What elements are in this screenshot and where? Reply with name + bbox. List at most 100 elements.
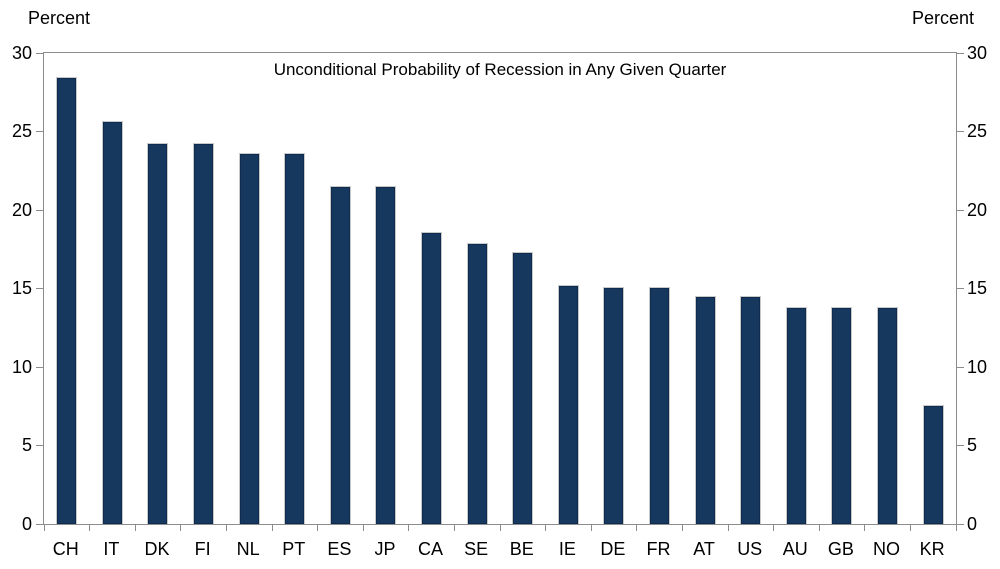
bar-slot-nl <box>226 53 272 524</box>
right-tick-mark-30 <box>957 52 964 54</box>
bar-slot-fr <box>637 53 683 524</box>
right-tick-mark-15 <box>957 288 964 289</box>
y-tick-left-25: 25 <box>11 121 32 141</box>
x-axis-label-de: DE <box>600 539 626 559</box>
y-tick-left-30: 30 <box>11 42 32 63</box>
bar-slot-fi <box>181 53 227 524</box>
bar-at <box>694 296 716 524</box>
plot-area: Unconditional Probability of Recession i… <box>43 52 957 525</box>
bar-slot-ch <box>44 53 90 524</box>
bar-se <box>466 242 488 524</box>
bar-kr <box>922 404 944 524</box>
x-axis-label-be: BE <box>509 539 534 559</box>
y-tick-right-5: 5 <box>967 435 978 455</box>
bar-slot-pt <box>272 53 318 524</box>
x-axis-tick-mark <box>317 525 319 531</box>
x-axis-tick-mark <box>636 525 638 531</box>
x-axis-tick-mark <box>453 525 455 531</box>
x-axis-label-au: AU <box>782 539 808 559</box>
x-axis-tick-mark <box>818 525 820 531</box>
x-axis-label-kr: KR <box>919 539 945 559</box>
y-tick-right-15: 15 <box>967 278 988 298</box>
bar-slot-au <box>774 53 820 524</box>
bar-slot-jp <box>363 53 409 524</box>
right-tick-mark-0 <box>957 523 964 525</box>
right-tick-mark-5 <box>957 445 964 446</box>
x-axis-label-nl: NL <box>236 539 260 559</box>
x-axis-tick-mark <box>89 525 91 531</box>
bar-nl <box>238 153 260 524</box>
x-axis-tick-mark <box>225 525 227 531</box>
x-axis-label-it: IT <box>103 539 120 559</box>
bar-ie <box>557 285 579 524</box>
bar-slot-no <box>865 53 911 524</box>
x-axis-tick-mark <box>590 525 592 531</box>
x-axis-label-fr: FR <box>646 539 671 559</box>
bar-slot-us <box>728 53 774 524</box>
left-tick-mark-20 <box>36 209 43 211</box>
y-tick-right-30: 30 <box>967 42 988 63</box>
left-tick-mark-5 <box>36 445 43 446</box>
x-axis-label-no: NO <box>872 539 900 559</box>
x-axis-tick-mark <box>499 525 501 531</box>
x-axis-label-se: SE <box>464 539 489 559</box>
x-axis-label-dk: DK <box>144 539 170 559</box>
left-tick-mark-30 <box>36 52 43 54</box>
x-axis-tick-mark <box>727 525 729 531</box>
x-axis-label-fi: FI <box>194 539 211 559</box>
bar-slot-it <box>90 53 136 524</box>
left-tick-mark-15 <box>36 288 43 289</box>
x-axis-tick-mark <box>134 525 136 531</box>
x-axis-label-pt: PT <box>282 539 306 559</box>
y-tick-right-0: 0 <box>967 513 978 534</box>
right-tick-mark-25 <box>957 131 964 132</box>
bar-ch <box>56 76 78 524</box>
right-axis-unit-label: Percent <box>911 8 974 28</box>
y-tick-left-10: 10 <box>11 356 32 377</box>
bar-us <box>740 296 762 524</box>
y-tick-left-0: 0 <box>21 513 32 534</box>
bar-pt <box>284 153 306 524</box>
bar-no <box>876 307 898 524</box>
x-axis-tick-mark <box>43 525 45 531</box>
bar-jp <box>375 186 397 524</box>
y-tick-left-20: 20 <box>11 199 32 220</box>
bar-dk <box>147 142 169 524</box>
bar-de <box>603 286 625 524</box>
left-axis-unit-label: Percent <box>28 8 91 28</box>
x-axis-label-ie: IE <box>558 539 576 559</box>
bars-container <box>44 53 956 524</box>
x-axis-label-at: AT <box>693 539 715 559</box>
x-axis-label-ch: CH <box>52 539 79 559</box>
right-tick-mark-20 <box>957 209 964 211</box>
bar-slot-kr <box>910 53 956 524</box>
bar-slot-be <box>500 53 546 524</box>
x-axis-tick-mark <box>773 525 775 531</box>
x-axis-tick-mark <box>362 525 364 531</box>
bar-au <box>785 307 807 524</box>
bar-slot-gb <box>819 53 865 524</box>
y-tick-left-5: 5 <box>21 435 32 455</box>
bar-it <box>101 120 123 524</box>
bar-slot-ca <box>409 53 455 524</box>
x-axis-tick-mark <box>271 525 273 531</box>
x-axis-labels: CH IT DK FI NL PT ES JP CA SE BE IE DE FR AT US AU GB NO KR <box>43 538 955 560</box>
y-tick-right-10: 10 <box>967 356 988 377</box>
y-tick-right-25: 25 <box>967 121 988 141</box>
bar-slot-se <box>454 53 500 524</box>
bar-slot-de <box>591 53 637 524</box>
x-axis-tick-mark <box>955 525 957 531</box>
bar-fi <box>193 142 215 524</box>
x-axis-tick-mark <box>909 525 911 531</box>
bar-gb <box>831 307 853 524</box>
bar-slot-at <box>682 53 728 524</box>
y-tick-right-20: 20 <box>967 199 988 220</box>
left-tick-mark-25 <box>36 131 43 132</box>
bar-fr <box>649 286 671 524</box>
right-tick-mark-10 <box>957 366 964 368</box>
x-axis-label-jp: JP <box>374 539 396 559</box>
x-axis-tick-mark <box>681 525 683 531</box>
bar-slot-dk <box>135 53 181 524</box>
x-axis-tick-mark <box>408 525 410 531</box>
bar-be <box>512 252 534 524</box>
